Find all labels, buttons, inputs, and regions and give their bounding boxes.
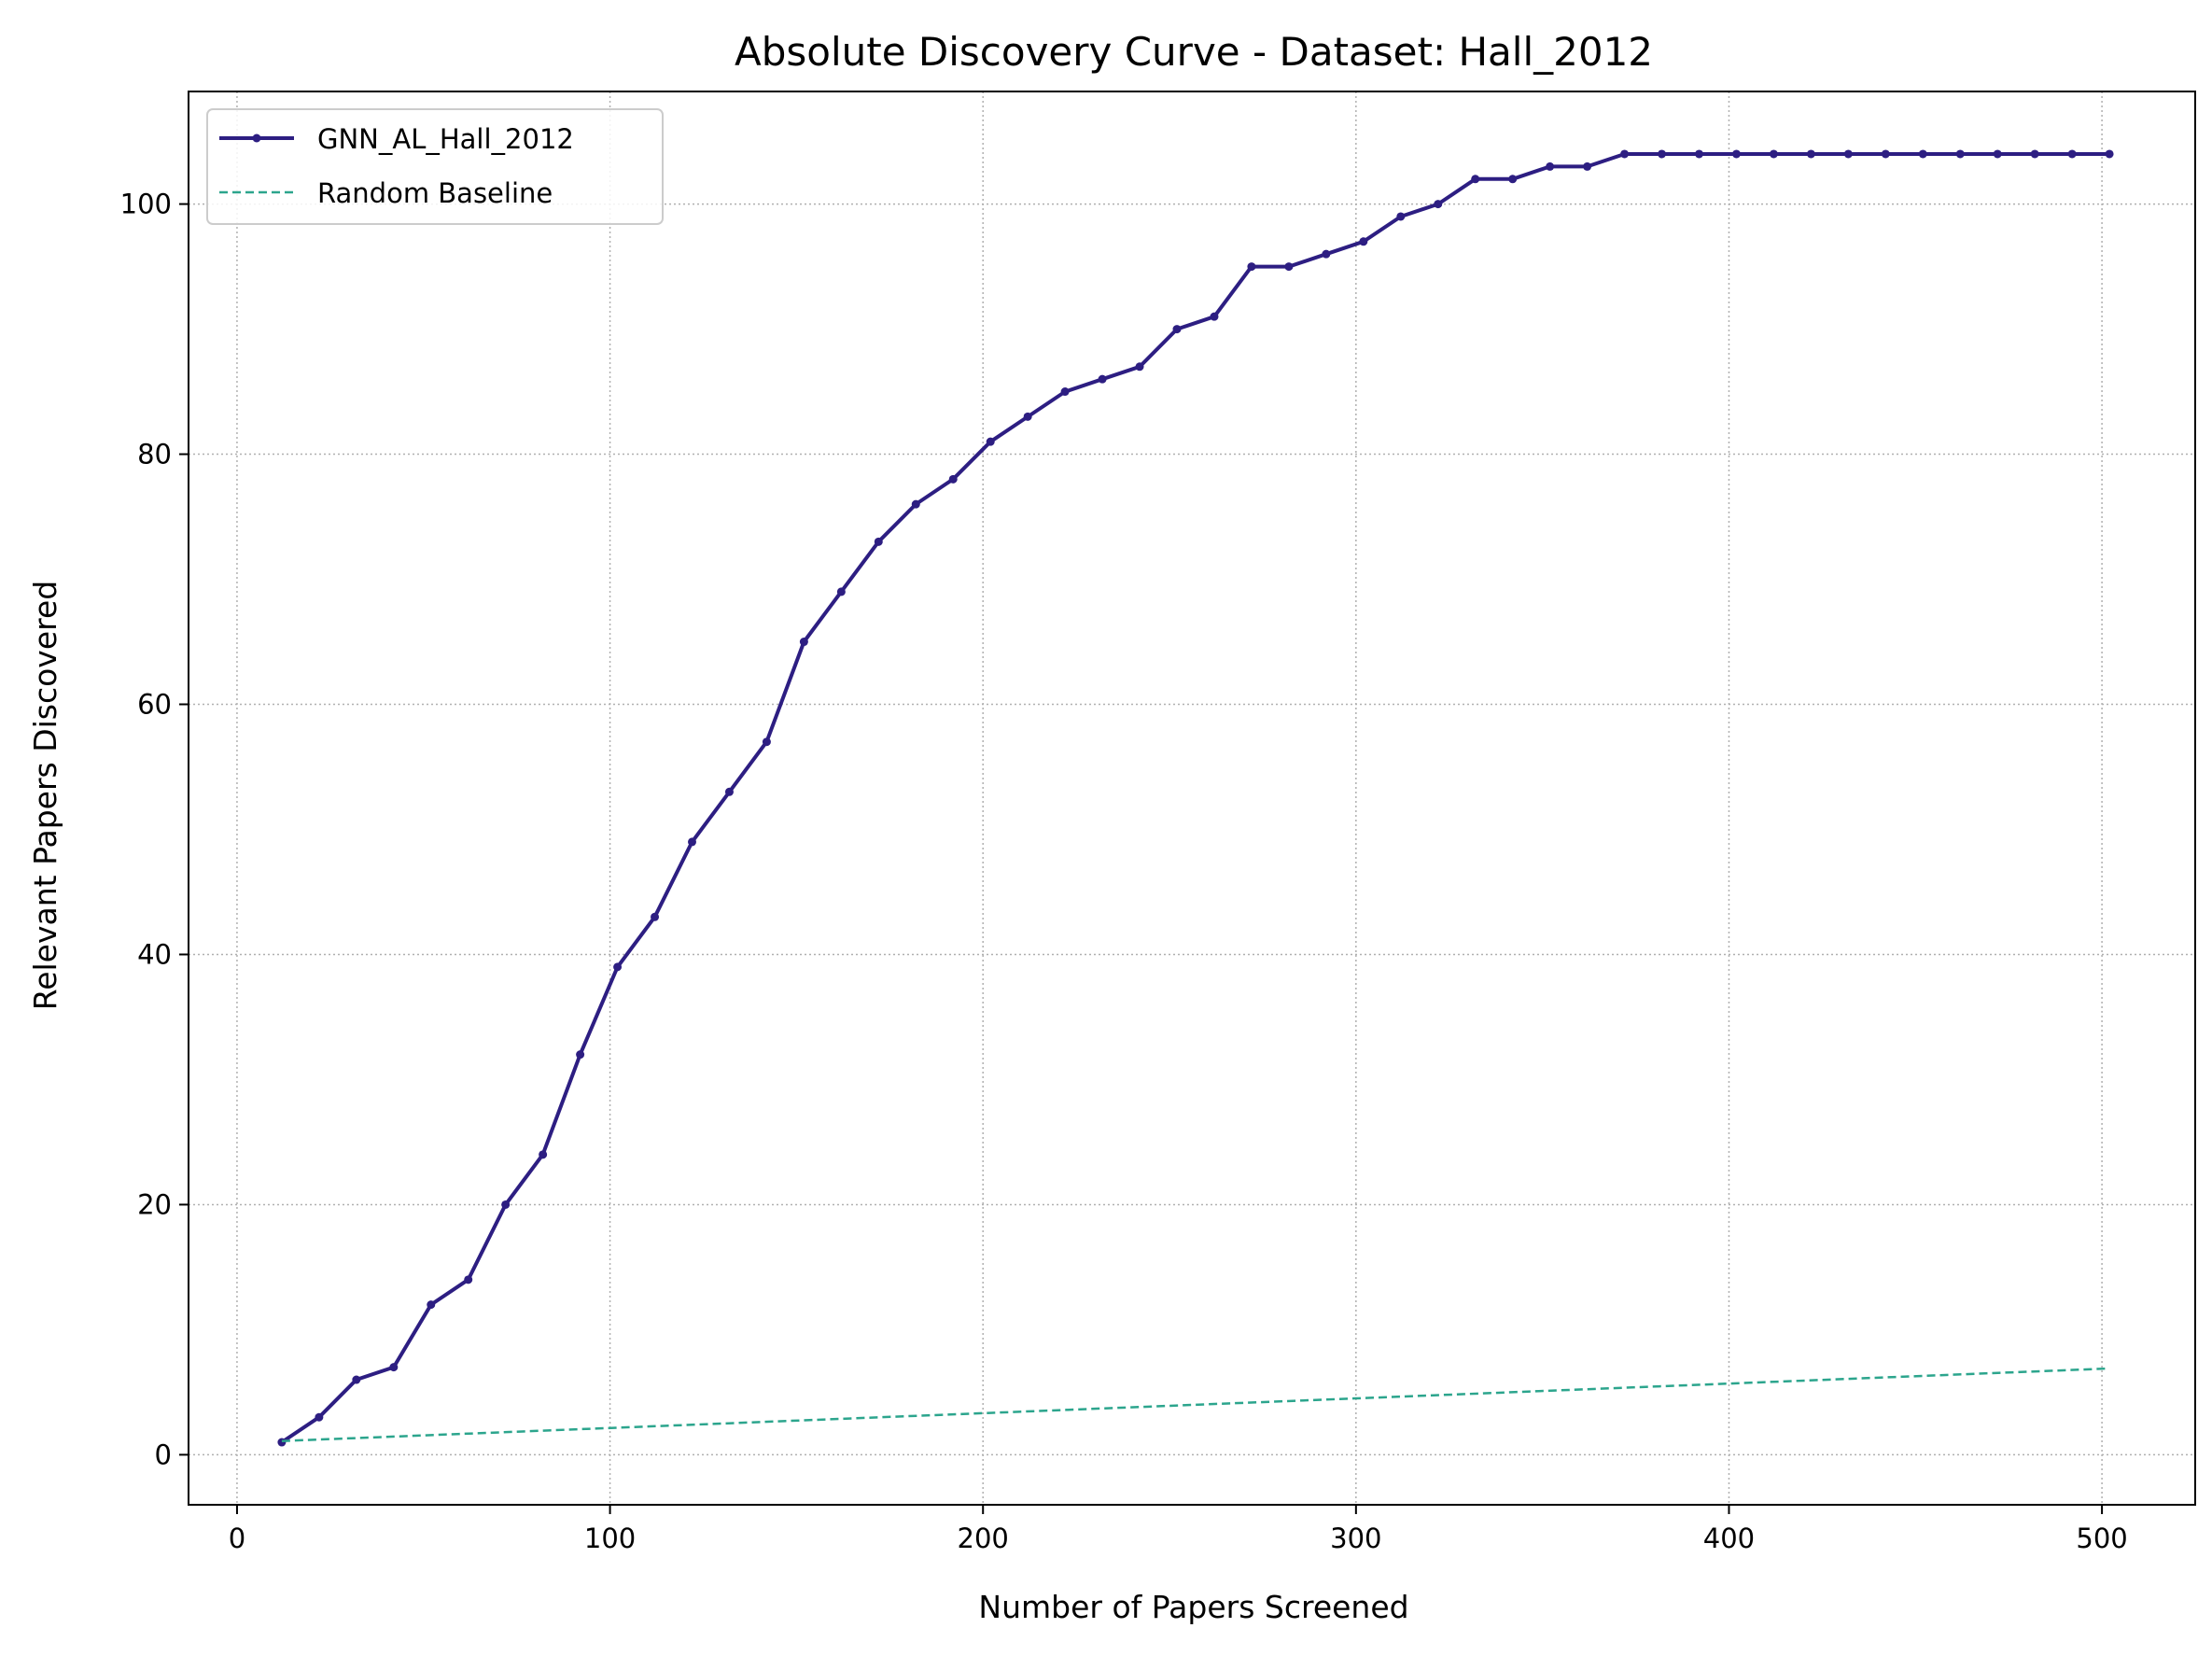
data-point bbox=[1843, 149, 1853, 159]
grid-layer bbox=[189, 91, 2195, 1505]
y-tick-label: 40 bbox=[137, 938, 172, 970]
legend-label-random-baseline: Random Baseline bbox=[317, 177, 553, 209]
x-axis-label: Number of Papers Screened bbox=[978, 1589, 1408, 1625]
data-point bbox=[836, 587, 846, 596]
data-point bbox=[948, 474, 958, 484]
data-point bbox=[1881, 149, 1890, 159]
data-point bbox=[1060, 387, 1070, 397]
legend-label-gnn-al: GNN_AL_Hall_2012 bbox=[317, 123, 574, 155]
data-point bbox=[1806, 149, 1815, 159]
legend: GNN_AL_Hall_2012 Random Baseline bbox=[206, 108, 664, 225]
x-tick-label: 200 bbox=[958, 1523, 1009, 1554]
legend-marker-gnn-al bbox=[252, 133, 261, 143]
data-point bbox=[501, 1200, 511, 1209]
data-point bbox=[2030, 149, 2039, 159]
x-tick-label: 0 bbox=[229, 1523, 245, 1554]
data-point bbox=[539, 1150, 548, 1159]
data-point bbox=[986, 437, 995, 446]
data-point bbox=[1955, 149, 1965, 159]
series-line-gnn-al bbox=[280, 152, 2110, 1444]
y-axis-label: Relevant Papers Discovered bbox=[27, 581, 63, 1011]
data-point bbox=[1731, 149, 1741, 159]
ticks-layer: 0 100 200 300 400 500 0 20 40 60 80 100 bbox=[120, 189, 2128, 1554]
series-layer bbox=[277, 149, 2114, 1447]
data-point bbox=[1583, 161, 1592, 171]
data-point bbox=[1210, 312, 1219, 321]
x-tick-label: 400 bbox=[1703, 1523, 1755, 1554]
data-point bbox=[315, 1412, 324, 1422]
data-point bbox=[1434, 200, 1443, 209]
data-point bbox=[576, 1050, 585, 1060]
data-point bbox=[762, 737, 771, 747]
data-point bbox=[389, 1363, 399, 1372]
data-point bbox=[1023, 412, 1032, 421]
chart-title: Absolute Discovery Curve - Dataset: Hall… bbox=[735, 29, 1653, 75]
plot-frame bbox=[188, 91, 2196, 1506]
data-point bbox=[1359, 237, 1368, 246]
x-tick-label: 300 bbox=[1330, 1523, 1381, 1554]
y-tick-label: 0 bbox=[155, 1438, 172, 1470]
data-point bbox=[1471, 175, 1480, 184]
data-point bbox=[874, 537, 883, 546]
data-point bbox=[651, 912, 660, 921]
data-point bbox=[1172, 325, 1182, 334]
x-tick-label: 100 bbox=[584, 1523, 636, 1554]
data-point bbox=[613, 962, 623, 972]
y-tick-label: 60 bbox=[137, 689, 172, 721]
data-point bbox=[1546, 161, 1555, 171]
y-tick-label: 20 bbox=[137, 1188, 172, 1220]
data-point bbox=[352, 1375, 361, 1384]
data-point bbox=[427, 1300, 436, 1310]
data-point bbox=[1694, 149, 1703, 159]
data-point bbox=[1620, 149, 1630, 159]
x-tick-label: 500 bbox=[2076, 1523, 2127, 1554]
data-point bbox=[277, 1438, 287, 1447]
data-point bbox=[2067, 149, 2077, 159]
data-point bbox=[2105, 149, 2114, 159]
legend-box bbox=[206, 108, 664, 225]
data-point bbox=[1322, 249, 1331, 259]
y-tick-label: 80 bbox=[137, 439, 172, 470]
data-point bbox=[1247, 262, 1256, 272]
data-point bbox=[1508, 175, 1518, 184]
data-point bbox=[799, 638, 808, 647]
data-point bbox=[724, 787, 734, 796]
y-tick-label: 100 bbox=[120, 189, 172, 220]
data-point bbox=[1396, 212, 1406, 221]
data-point bbox=[1769, 149, 1778, 159]
series-line-random-baseline bbox=[281, 1367, 2110, 1442]
data-point bbox=[911, 499, 920, 509]
data-point bbox=[1658, 149, 1667, 159]
data-point bbox=[1135, 362, 1144, 372]
data-point bbox=[687, 837, 696, 847]
data-point bbox=[1993, 149, 2002, 159]
data-point bbox=[464, 1275, 473, 1284]
data-point bbox=[1098, 374, 1107, 384]
data-point bbox=[1284, 262, 1294, 272]
data-point bbox=[1918, 149, 1927, 159]
